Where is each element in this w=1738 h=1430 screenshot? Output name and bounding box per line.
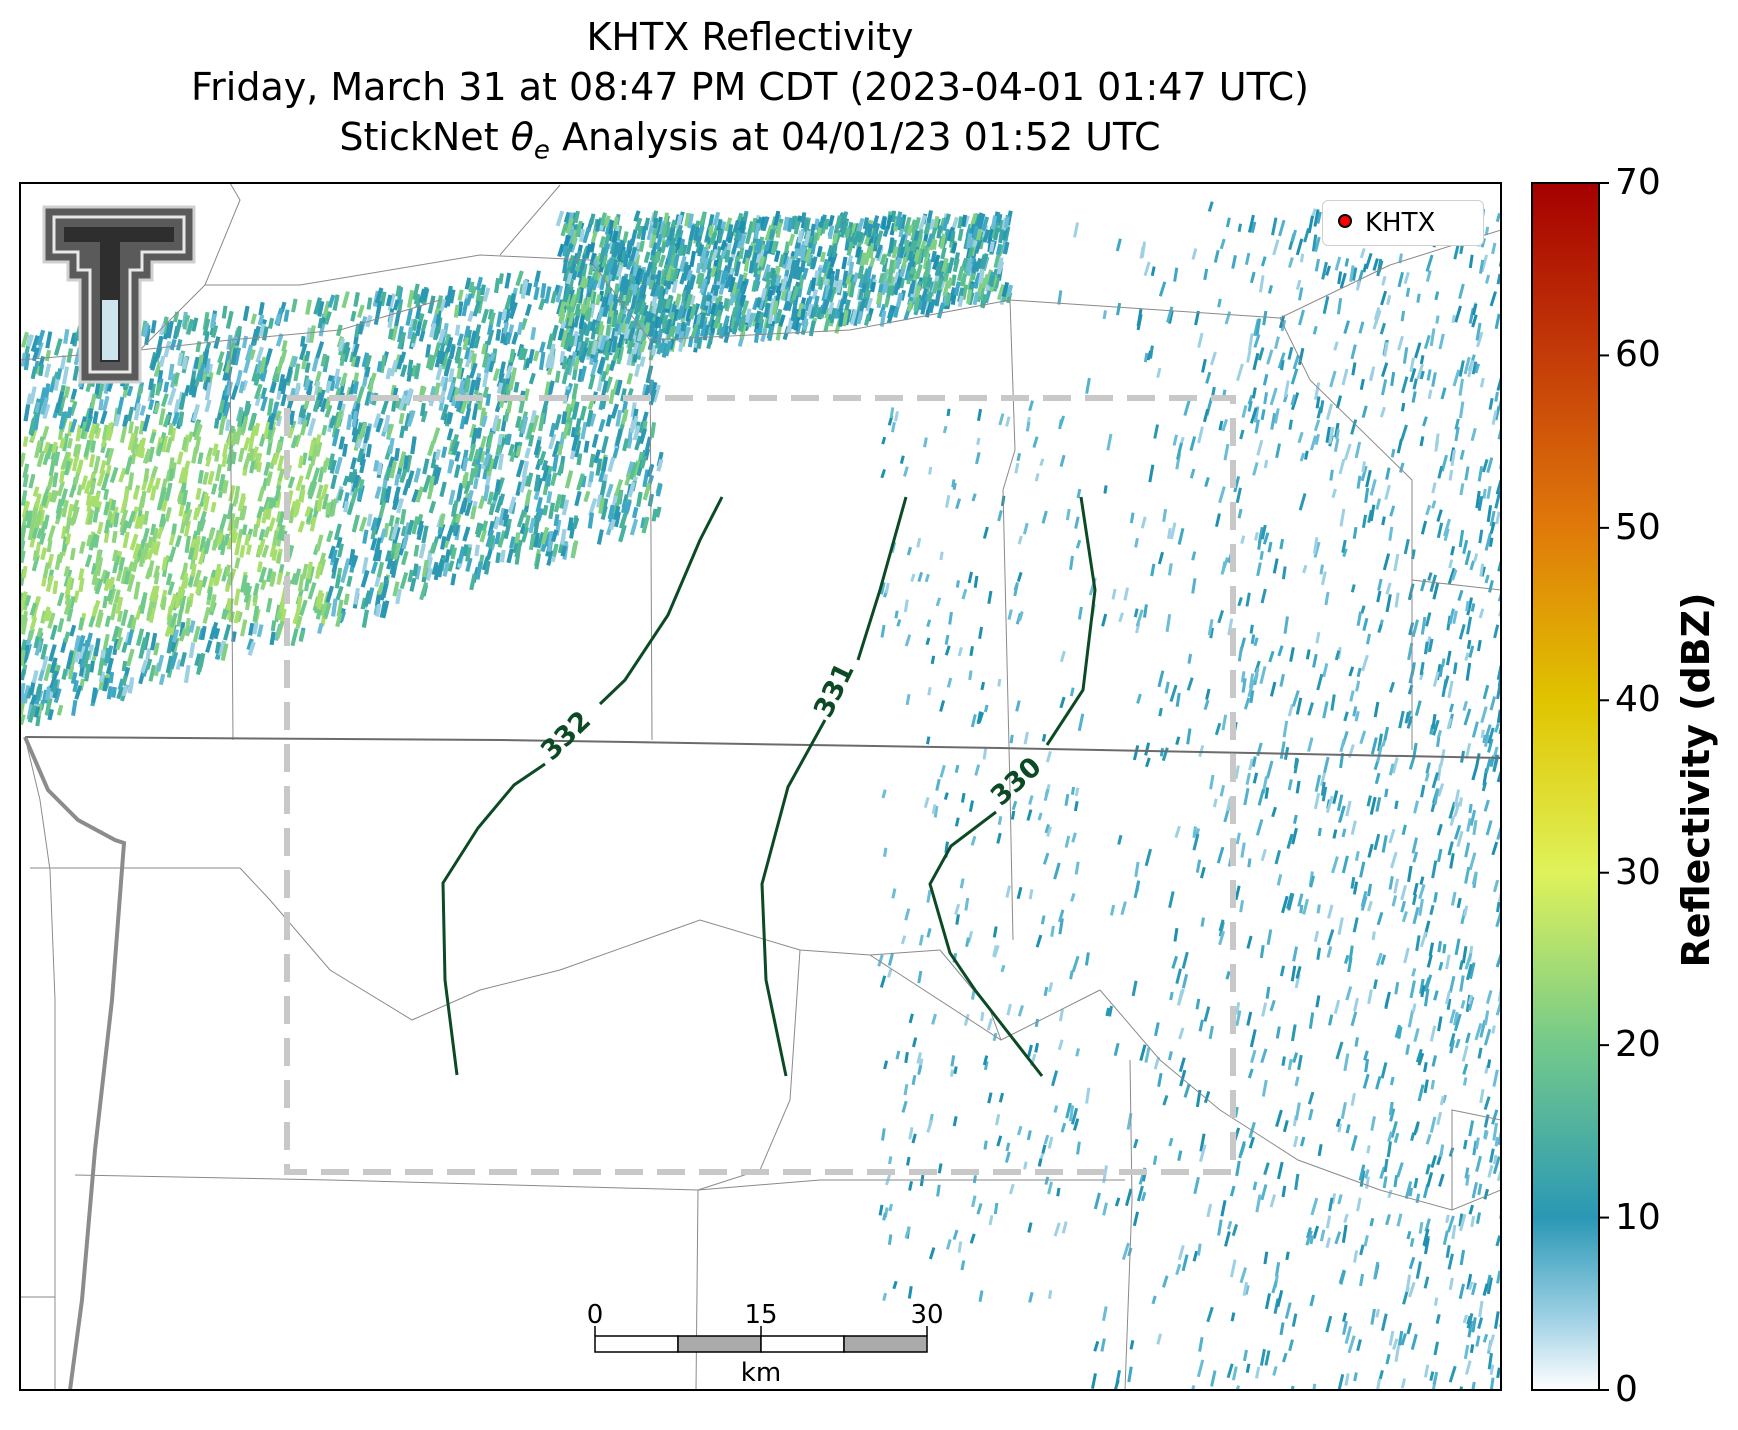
- colorbar-title: Reflectivity (dBZ): [1674, 592, 1718, 968]
- scale-unit: km: [740, 1358, 782, 1388]
- contour-332: [441, 496, 724, 1076]
- map-subtitle-time: Friday, March 31 at 08:47 PM CDT (2023-0…: [191, 65, 1309, 109]
- analysis-domain-box: [284, 395, 1236, 1175]
- colorbar-tick-label-50: 50: [1615, 506, 1661, 548]
- map-frame: [19, 182, 1502, 1391]
- contour-331: [760, 496, 908, 1077]
- texas-tech-logo: [42, 205, 196, 384]
- scale-bar: [594, 1326, 928, 1353]
- scale-tick-15: 15: [744, 1300, 778, 1330]
- theta-e-contours: [441, 496, 1097, 1077]
- scale-tick-0: 0: [586, 1300, 604, 1330]
- legend: KHTX: [1322, 200, 1484, 246]
- colorbar-tick-label-70: 70: [1615, 162, 1661, 203]
- contour-330: [928, 496, 1097, 1077]
- colorbar-tick-label-40: 40: [1615, 679, 1661, 721]
- colorbar: [1531, 182, 1609, 1391]
- colorbar-tick-label-0: 0: [1615, 1369, 1638, 1410]
- colorbar-tick-label-60: 60: [1615, 334, 1661, 376]
- legend-label: KHTX: [1365, 208, 1436, 238]
- scale-tick-30: 30: [910, 1300, 944, 1330]
- contour-label-331: 331: [808, 658, 861, 722]
- colorbar-tick-label-30: 30: [1615, 851, 1661, 893]
- colorbar-tick-label-20: 20: [1615, 1024, 1661, 1066]
- reflectivity-echoes: [20, 200, 1501, 1390]
- contour-label-332: 332: [535, 705, 597, 766]
- state-boundary: [23, 736, 1501, 1390]
- colorbar-tick-label-10: 10: [1615, 1196, 1661, 1238]
- contour-labels: 332 331 330: [535, 658, 1048, 812]
- county-boundaries: [20, 183, 1501, 1390]
- map-title: KHTX Reflectivity: [586, 15, 914, 59]
- map-subtitle-analysis: StickNet θe Analysis at 04/01/23 01:52 U…: [339, 115, 1161, 166]
- radar-site-marker: [1338, 214, 1352, 228]
